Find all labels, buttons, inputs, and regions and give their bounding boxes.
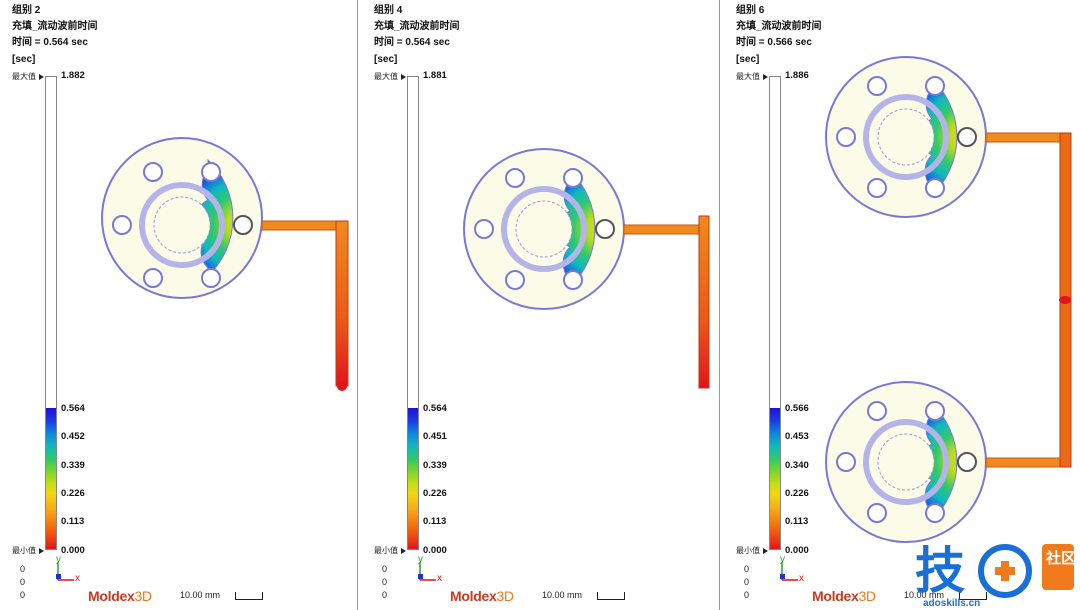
max-label: 最大值	[12, 72, 36, 81]
axis-triad-icon: y x	[418, 554, 442, 584]
legend-tick: 0.113	[785, 516, 809, 527]
legend-tick: 0.113	[61, 516, 85, 527]
legend-tick: 0.452	[61, 431, 85, 442]
max-arrow-icon	[39, 74, 44, 80]
coord-x: 0	[382, 564, 388, 574]
result-unit: [sec]	[736, 54, 760, 65]
scale-bar-label: 10.00 mm	[542, 590, 583, 600]
result-quantity: 充填_流动波前时间	[374, 21, 460, 32]
axis-x-label: x	[437, 573, 442, 584]
coord-z: 0	[382, 590, 388, 600]
viewport-group-2[interactable]: 组别 2 充填_流动波前时间 时间 = 0.564 sec [sec] 最大值 …	[0, 0, 357, 610]
coord-y: 0	[20, 577, 26, 587]
scale-bar-label: 10.00 mm	[904, 590, 945, 600]
legend-tick: 0.000	[61, 545, 85, 556]
coord-y: 0	[382, 577, 388, 587]
moldex3d-logo: Moldex3D	[88, 588, 152, 604]
site-watermark-logo: 技 社区 adoskills.cn	[915, 542, 1076, 609]
result-unit: [sec]	[374, 54, 398, 65]
legend-tick: 0.566	[785, 403, 809, 414]
min-arrow-icon	[401, 548, 406, 554]
legend-tick: 0.564	[423, 403, 447, 414]
axis-y-label: y	[418, 554, 423, 565]
max-value: 1.886	[785, 70, 809, 81]
moldex3d-logo: Moldex3D	[812, 588, 876, 604]
scale-bar	[597, 592, 625, 600]
mold-model-view[interactable]	[724, 0, 1080, 610]
result-quantity: 充填_流动波前时间	[12, 21, 98, 32]
legend-tick: 0.226	[61, 488, 85, 499]
axis-x-label: x	[799, 573, 804, 584]
result-quantity: 充填_流动波前时间	[736, 21, 822, 32]
legend-tick: 0.113	[423, 516, 447, 527]
axis-triad-icon: y x	[56, 554, 80, 584]
viewport-group-6[interactable]: 组别 6 充填_流动波前时间 时间 = 0.566 sec [sec] 最大值 …	[724, 0, 1080, 610]
result-time: 时间 = 0.564 sec	[12, 37, 88, 48]
axis-y-label: y	[780, 554, 785, 565]
legend-tick: 0.339	[423, 460, 447, 471]
scale-bar-label: 10.00 mm	[180, 590, 221, 600]
coord-z: 0	[744, 590, 750, 600]
legend-tick: 0.000	[785, 545, 809, 556]
max-label: 最大值	[736, 72, 760, 81]
result-unit: [sec]	[12, 54, 36, 65]
group-title: 组别 6	[736, 5, 765, 16]
max-value: 1.882	[61, 70, 85, 81]
viewport-group-4[interactable]: 组别 4 充填_流动波前时间 时间 = 0.564 sec [sec] 最大值 …	[362, 0, 719, 610]
legend-tick: 0.000	[423, 545, 447, 556]
legend-tick: 0.340	[785, 460, 809, 471]
min-arrow-icon	[39, 548, 44, 554]
coord-x: 0	[20, 564, 26, 574]
mold-model-view[interactable]	[0, 0, 357, 610]
svg-text:社区: 社区	[1045, 549, 1076, 567]
scale-bar	[959, 592, 987, 600]
color-legend-bar	[769, 76, 781, 550]
sprue	[335, 220, 349, 387]
axis-y-label: y	[56, 554, 61, 565]
axis-triad-icon: y x	[780, 554, 804, 584]
legend-tick: 0.226	[423, 488, 447, 499]
min-label: 最小值	[736, 546, 760, 555]
legend-tick: 0.451	[423, 431, 447, 442]
group-title: 组别 4	[374, 5, 403, 16]
watermark-url: adoskills.cn	[923, 598, 980, 609]
scale-bar	[235, 592, 263, 600]
mold-model-view[interactable]	[362, 0, 719, 610]
max-value: 1.881	[423, 70, 447, 81]
min-arrow-icon	[763, 548, 768, 554]
min-label: 最小值	[12, 546, 36, 555]
color-legend-bar	[45, 76, 57, 550]
gear-teeth	[153, 196, 211, 254]
legend-tick: 0.453	[785, 431, 809, 442]
inner-ring	[139, 182, 225, 268]
runner	[261, 220, 343, 231]
min-label: 最小值	[374, 546, 398, 555]
coord-y: 0	[744, 577, 750, 587]
coord-x: 0	[744, 564, 750, 574]
max-arrow-icon	[401, 74, 406, 80]
axis-x-label: x	[75, 573, 80, 584]
result-time: 时间 = 0.564 sec	[374, 37, 450, 48]
svg-text:技: 技	[915, 542, 965, 600]
moldex3d-logo: Moldex3D	[450, 588, 514, 604]
legend-tick: 0.339	[61, 460, 85, 471]
legend-tick: 0.226	[785, 488, 809, 499]
color-legend-bar	[407, 76, 419, 550]
max-arrow-icon	[763, 74, 768, 80]
result-time: 时间 = 0.566 sec	[736, 37, 812, 48]
legend-tick: 0.564	[61, 403, 85, 414]
group-title: 组别 2	[12, 5, 41, 16]
max-label: 最大值	[374, 72, 398, 81]
coord-z: 0	[20, 590, 26, 600]
